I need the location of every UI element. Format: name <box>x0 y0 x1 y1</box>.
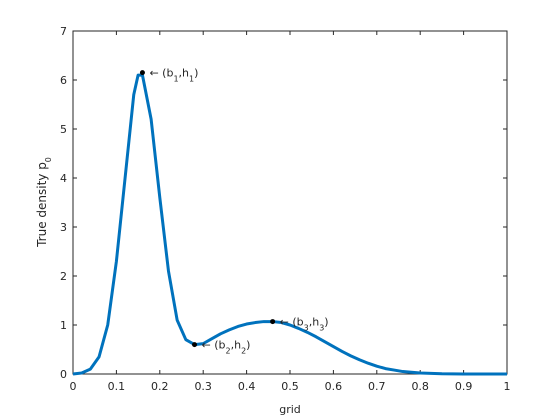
label-text: True density p <box>35 162 49 248</box>
x-tick-label: 0.1 <box>108 380 126 393</box>
subscript: 2 <box>226 346 231 355</box>
density-line <box>72 73 507 376</box>
subscript: 0 <box>44 157 53 162</box>
y-tick-label: 6 <box>60 74 67 87</box>
label-text: ) <box>194 67 198 80</box>
subscript: 2 <box>241 346 246 355</box>
label-text: ,h <box>231 339 241 352</box>
x-tick-label: 0.7 <box>368 380 386 393</box>
x-tick-label: 1 <box>504 380 511 393</box>
y-tick-label: 1 <box>60 319 67 332</box>
subscript: 1 <box>189 74 194 83</box>
x-tick-label: 0.8 <box>411 380 429 393</box>
x-tick-label: 0.2 <box>151 380 169 393</box>
subscript: 1 <box>173 74 178 83</box>
y-tick-label: 0 <box>60 368 67 381</box>
label-text: ) <box>324 316 328 329</box>
y-tick-label: 3 <box>60 221 67 234</box>
x-axis-label: grid <box>279 403 301 416</box>
subscript: 3 <box>304 323 309 332</box>
annotation: ← (b2,h2) <box>202 339 251 356</box>
x-tick-label: 0.4 <box>238 380 256 393</box>
label-text: ) <box>246 339 250 352</box>
x-tick-label: 0.6 <box>325 380 343 393</box>
annotation: ← (b1,h1) <box>149 67 198 84</box>
label-text: ,h <box>309 316 319 329</box>
label-text: ← (b <box>280 316 304 329</box>
annotation: ← (b3,h3) <box>280 316 329 333</box>
point-marker <box>192 342 198 348</box>
y-tick-label: 5 <box>60 123 67 136</box>
y-axis-label: True density p0 <box>35 157 53 248</box>
y-tick-label: 7 <box>60 25 67 38</box>
x-tick-label: 0.9 <box>455 380 473 393</box>
point-marker <box>139 70 145 76</box>
y-tick-label: 2 <box>60 270 67 283</box>
x-tick-label: 0.5 <box>281 380 299 393</box>
y-tick-label: 4 <box>60 172 67 185</box>
label-text: ← (b <box>202 339 226 352</box>
label-text: ← (b <box>149 67 173 80</box>
label-text: ,h <box>179 67 189 80</box>
x-tick-label: 0.3 <box>194 380 212 393</box>
x-tick-label: 0 <box>70 380 77 393</box>
subscript: 3 <box>319 323 324 332</box>
point-marker <box>270 319 276 325</box>
